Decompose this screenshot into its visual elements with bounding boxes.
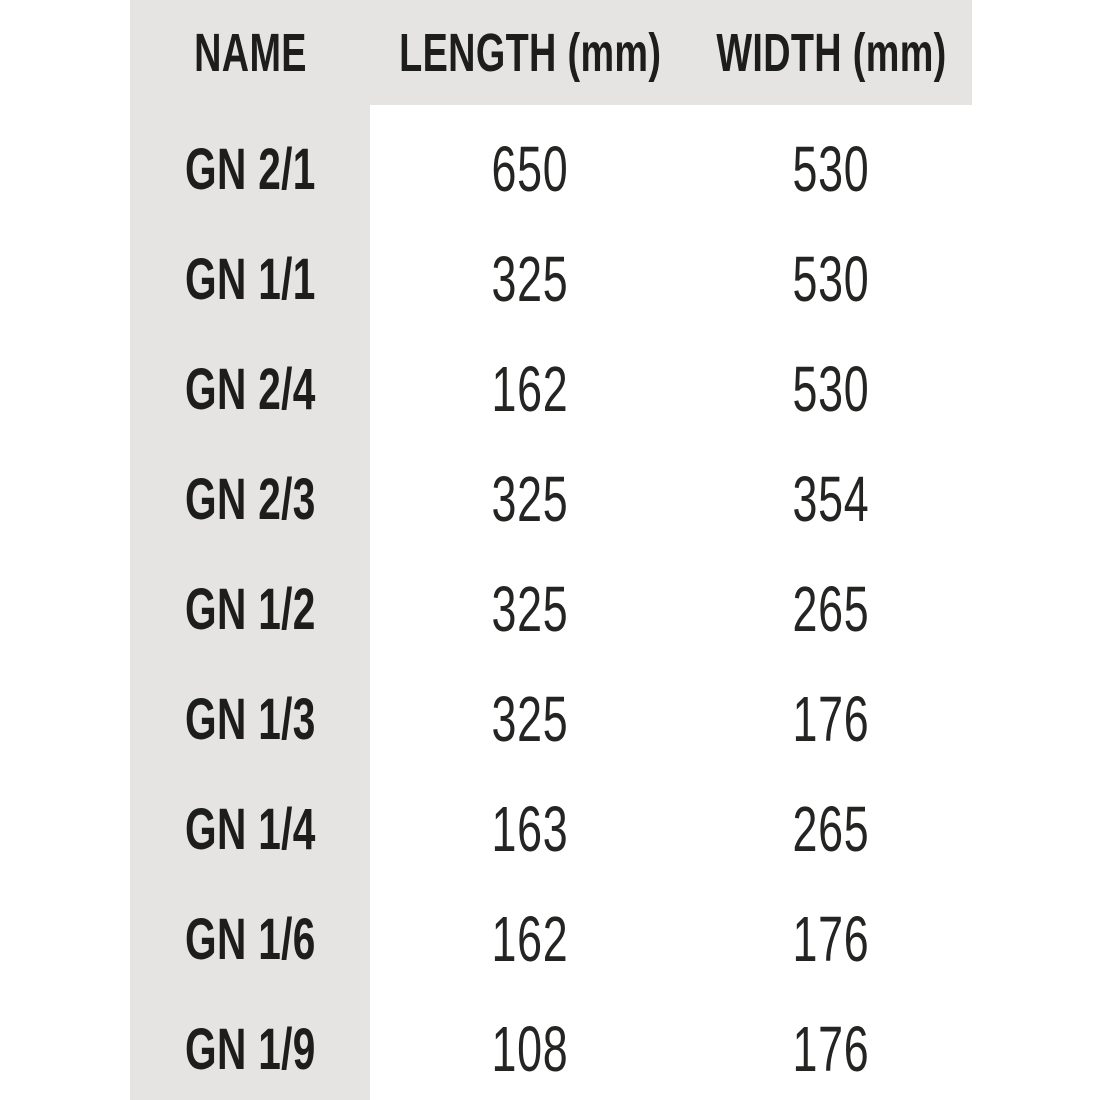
row-length-value: 162 <box>491 903 569 975</box>
table-row-gn-2-4: GN 2/4 162 530 <box>130 334 972 444</box>
row-width-value: 530 <box>792 133 870 205</box>
table-row-gn-1-3: GN 1/3 325 176 <box>130 664 972 774</box>
row-length-value: 325 <box>491 683 569 755</box>
row-width-cell: 530 <box>690 334 972 444</box>
row-name-label: GN 1/6 <box>184 906 316 972</box>
row-length-value: 162 <box>491 353 569 425</box>
table-row-gn-1-6: GN 1/6 162 176 <box>130 884 972 994</box>
row-length-cell: 650 <box>370 114 690 224</box>
row-length-cell: 325 <box>370 224 690 334</box>
row-length-cell: 108 <box>370 994 690 1100</box>
row-width-value: 265 <box>792 793 870 865</box>
column-header-length: LENGTH (mm) <box>370 0 690 105</box>
row-length-cell: 163 <box>370 774 690 884</box>
row-name-label: GN 1/1 <box>184 246 316 312</box>
row-name-cell: GN 1/4 <box>130 774 370 884</box>
row-name-label: GN 1/9 <box>184 1016 316 1082</box>
row-length-value: 163 <box>491 793 569 865</box>
row-name-cell: GN 1/9 <box>130 994 370 1100</box>
table-header-row: NAME LENGTH (mm) WIDTH (mm) <box>130 0 972 105</box>
row-name-label: GN 2/4 <box>184 356 316 422</box>
row-name-label: GN 1/3 <box>184 686 316 752</box>
name-column-background <box>130 0 370 1100</box>
row-name-cell: GN 1/6 <box>130 884 370 994</box>
row-name-label: GN 2/3 <box>184 466 316 532</box>
row-width-cell: 265 <box>690 554 972 664</box>
row-name-label: GN 1/2 <box>184 576 316 642</box>
table-row-gn-2-1: GN 2/1 650 530 <box>130 114 972 224</box>
row-width-value: 176 <box>792 903 870 975</box>
row-length-cell: 325 <box>370 554 690 664</box>
row-length-cell: 325 <box>370 444 690 554</box>
column-header-width-label: WIDTH (mm) <box>715 22 947 83</box>
row-name-cell: GN 1/2 <box>130 554 370 664</box>
row-length-value: 325 <box>491 573 569 645</box>
row-length-value: 108 <box>491 1013 569 1085</box>
row-name-cell: GN 1/3 <box>130 664 370 774</box>
row-length-value: 650 <box>491 133 569 205</box>
row-width-cell: 354 <box>690 444 972 554</box>
gn-size-table: NAME LENGTH (mm) WIDTH (mm) GN 2/1 650 5… <box>130 0 972 1100</box>
table-row-gn-1-2: GN 1/2 325 265 <box>130 554 972 664</box>
table-row-gn-1-9: GN 1/9 108 176 <box>130 994 972 1100</box>
table-row-gn-1-1: GN 1/1 325 530 <box>130 224 972 334</box>
column-header-name-label: NAME <box>193 22 307 83</box>
row-name-label: GN 1/4 <box>184 796 316 862</box>
row-width-cell: 176 <box>690 884 972 994</box>
row-width-cell: 265 <box>690 774 972 884</box>
row-width-value: 530 <box>792 353 870 425</box>
header-row-background <box>130 0 972 105</box>
row-width-cell: 530 <box>690 224 972 334</box>
row-name-cell: GN 2/3 <box>130 444 370 554</box>
table-body: GN 2/1 650 530 GN 1/1 325 530 GN 2/4 162… <box>130 105 972 1100</box>
table-row-gn-1-4: GN 1/4 163 265 <box>130 774 972 884</box>
table-row-gn-2-3: GN 2/3 325 354 <box>130 444 972 554</box>
row-name-cell: GN 1/1 <box>130 224 370 334</box>
row-name-cell: GN 2/4 <box>130 334 370 444</box>
row-width-value: 176 <box>792 683 870 755</box>
row-length-value: 325 <box>491 243 569 315</box>
row-length-cell: 162 <box>370 334 690 444</box>
row-length-cell: 325 <box>370 664 690 774</box>
row-name-cell: GN 2/1 <box>130 114 370 224</box>
row-width-value: 530 <box>792 243 870 315</box>
row-width-cell: 176 <box>690 994 972 1100</box>
row-width-cell: 176 <box>690 664 972 774</box>
row-length-cell: 162 <box>370 884 690 994</box>
row-width-cell: 530 <box>690 114 972 224</box>
row-width-value: 265 <box>792 573 870 645</box>
column-header-length-label: LENGTH (mm) <box>398 22 662 83</box>
row-length-value: 325 <box>491 463 569 535</box>
row-width-value: 354 <box>792 463 870 535</box>
column-header-width: WIDTH (mm) <box>690 0 972 105</box>
row-width-value: 176 <box>792 1013 870 1085</box>
row-name-label: GN 2/1 <box>184 136 316 202</box>
column-header-name: NAME <box>130 0 370 105</box>
